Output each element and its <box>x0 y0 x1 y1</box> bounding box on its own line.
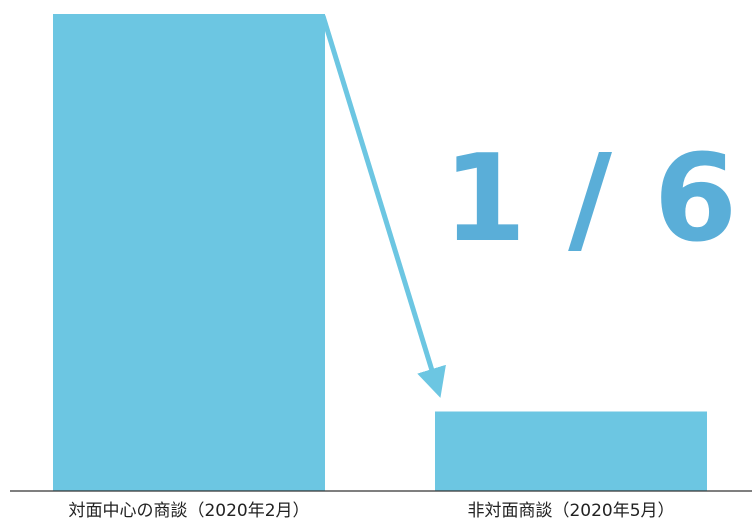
category-label-1: 非対面商談（2020年5月） <box>467 501 674 521</box>
bar-0 <box>53 14 325 491</box>
decrease-arrow <box>320 15 446 398</box>
category-label-0: 対面中心の商談（2020年2月） <box>68 501 309 521</box>
bar-1 <box>435 411 707 491</box>
ratio-annotation: 1 / 6 <box>443 130 737 269</box>
